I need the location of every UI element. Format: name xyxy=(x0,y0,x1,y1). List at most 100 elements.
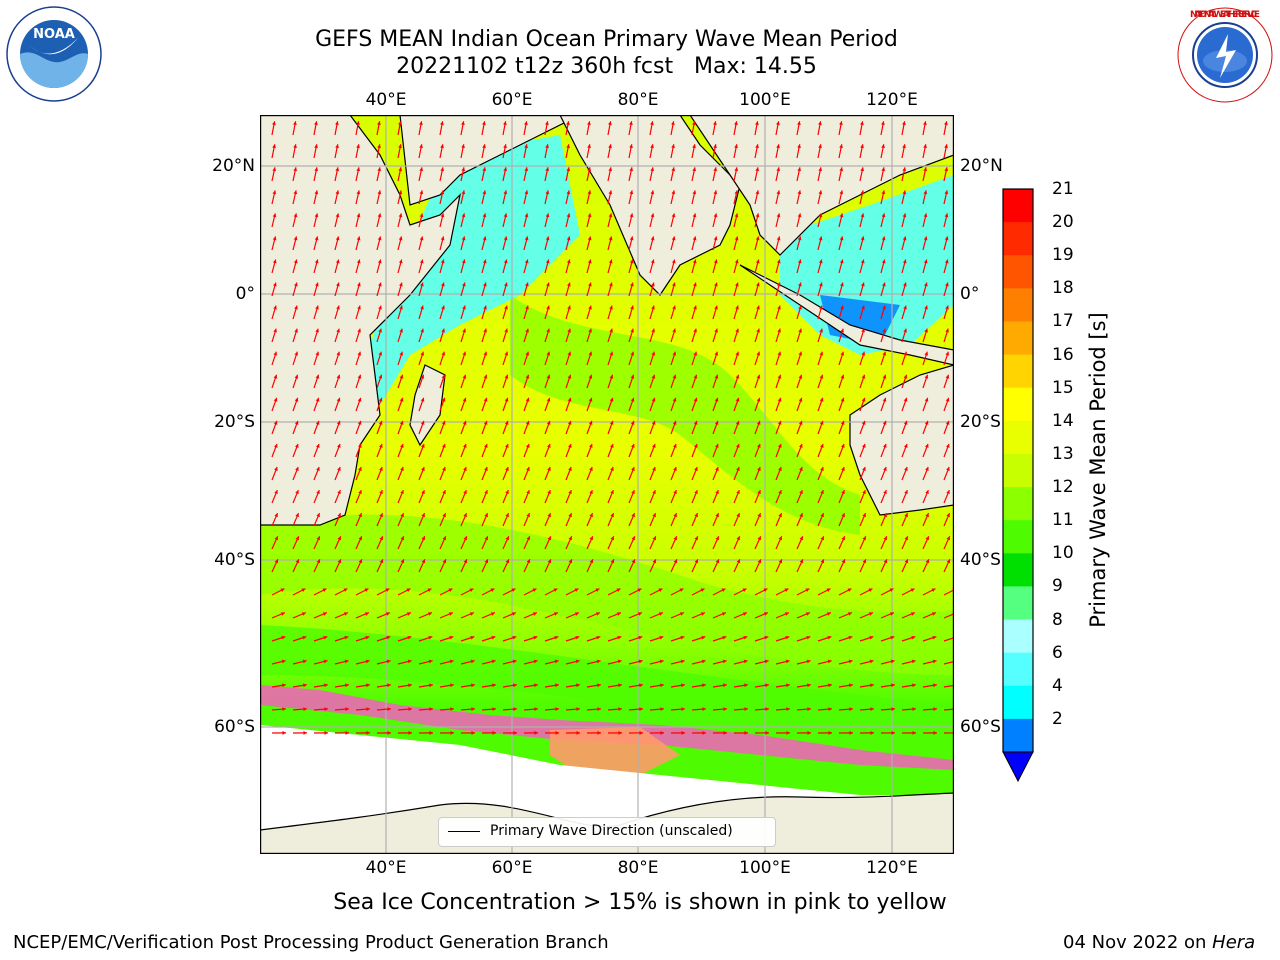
wave-direction-arrow xyxy=(502,190,508,205)
wave-direction-arrow xyxy=(607,612,622,619)
wave-direction-arrow xyxy=(838,659,853,665)
wave-direction-arrow xyxy=(334,121,339,136)
wave-direction-arrow xyxy=(313,612,328,619)
wave-direction-arrow xyxy=(418,635,433,642)
wave-direction-arrow xyxy=(544,397,551,412)
wave-direction-arrow xyxy=(733,659,748,665)
wave-direction-arrow xyxy=(502,397,509,412)
noaa-logo: NOAA xyxy=(6,6,102,102)
wave-direction-arrow xyxy=(712,328,718,343)
wave-direction-arrow xyxy=(271,213,277,228)
wave-direction-arrow xyxy=(292,588,306,596)
wave-direction-arrow xyxy=(418,397,425,412)
wave-direction-arrow xyxy=(397,466,404,481)
wave-direction-arrow xyxy=(922,213,928,228)
wave-direction-arrow xyxy=(460,731,476,735)
wave-direction-arrow xyxy=(355,512,363,527)
wave-direction-arrow xyxy=(775,236,781,251)
wave-direction-arrow xyxy=(544,305,550,320)
wave-direction-arrow xyxy=(628,512,636,527)
wave-direction-arrow xyxy=(481,635,496,642)
wave-direction-arrow xyxy=(775,559,783,573)
wave-direction-arrow xyxy=(313,559,321,573)
wave-direction-arrow xyxy=(754,535,762,550)
wave-direction-arrow xyxy=(544,236,550,251)
wave-direction-arrow xyxy=(565,683,580,688)
wave-direction-arrow xyxy=(628,489,635,504)
colorbar-tick-label: 6 xyxy=(1052,642,1063,663)
wave-direction-arrow xyxy=(901,121,906,136)
wave-direction-arrow xyxy=(481,259,487,274)
lon-tick-bottom: 40°E xyxy=(365,858,407,878)
wave-direction-arrow xyxy=(691,559,699,573)
wave-direction-arrow xyxy=(544,420,551,435)
wave-direction-arrow xyxy=(397,213,403,228)
colorbar-bin xyxy=(1003,553,1033,587)
wave-direction-arrow xyxy=(649,535,657,550)
wave-direction-arrow xyxy=(796,588,810,596)
wave-direction-arrow xyxy=(376,121,381,136)
wave-direction-arrow xyxy=(754,282,760,297)
wave-direction-arrow xyxy=(922,374,929,389)
period-band xyxy=(260,514,954,675)
wave-direction-arrow xyxy=(355,707,371,712)
wave-direction-arrow xyxy=(712,420,719,435)
wave-direction-arrow xyxy=(796,731,812,735)
wave-direction-arrow xyxy=(502,351,509,366)
wave-direction-arrow xyxy=(313,635,328,642)
wave-direction-arrow xyxy=(838,282,844,297)
wave-direction-arrow xyxy=(481,167,487,182)
wave-direction-arrow xyxy=(607,190,613,205)
wave-direction-arrow xyxy=(502,121,507,136)
wave-direction-arrow xyxy=(691,443,698,458)
wave-direction-arrow xyxy=(733,443,740,458)
wave-direction-arrow xyxy=(943,213,949,228)
wave-direction-arrow xyxy=(670,167,676,182)
wave-direction-arrow xyxy=(817,635,832,642)
wave-direction-arrow xyxy=(565,213,571,228)
wave-direction-arrow xyxy=(922,683,937,688)
wave-direction-arrow xyxy=(796,213,802,228)
wave-direction-arrow xyxy=(670,489,677,504)
wave-direction-arrow xyxy=(733,351,740,366)
wave-direction-arrow xyxy=(607,305,613,320)
wave-direction-arrow xyxy=(691,535,699,550)
wave-direction-arrow xyxy=(271,683,286,688)
wave-direction-arrow xyxy=(817,259,823,274)
wave-direction-arrow xyxy=(544,489,551,504)
wave-direction-arrow xyxy=(922,535,930,550)
wave-direction-arrow xyxy=(313,144,318,159)
graticule xyxy=(260,115,954,854)
wave-direction-arrow xyxy=(649,374,656,389)
wave-direction-arrow xyxy=(481,466,488,481)
wave-direction-arrow xyxy=(901,559,909,573)
wave-direction-arrow xyxy=(586,236,592,251)
wave-direction-arrow xyxy=(271,635,286,642)
wave-direction-arrow xyxy=(334,351,341,366)
wave-direction-arrow xyxy=(670,397,677,412)
wave-direction-arrow xyxy=(544,707,560,712)
wave-direction-arrow xyxy=(838,489,845,504)
wave-direction-arrow xyxy=(502,305,508,320)
wave-direction-arrow xyxy=(817,144,822,159)
wave-direction-arrow xyxy=(418,512,426,527)
wave-direction-arrow xyxy=(439,588,453,596)
wave-direction-arrow xyxy=(712,466,719,481)
wave-direction-arrow xyxy=(670,683,685,688)
wave-direction-arrow xyxy=(481,190,487,205)
wave-direction-arrow xyxy=(670,612,685,619)
wave-direction-arrow xyxy=(670,190,676,205)
wave-direction-arrow xyxy=(607,635,622,642)
wave-direction-arrow xyxy=(355,282,361,297)
wave-direction-arrow xyxy=(376,167,382,182)
wave-direction-arrow xyxy=(775,535,783,550)
wave-direction-arrow xyxy=(439,328,445,343)
wave-direction-arrow xyxy=(754,588,768,596)
wave-direction-arrow xyxy=(502,535,510,550)
wave-direction-arrow xyxy=(313,512,321,527)
wave-direction-arrow xyxy=(628,144,633,159)
wave-direction-arrow xyxy=(334,731,350,735)
wave-direction-arrow xyxy=(859,328,865,343)
wave-direction-arrow xyxy=(439,535,447,550)
wave-direction-arrow xyxy=(292,121,297,136)
